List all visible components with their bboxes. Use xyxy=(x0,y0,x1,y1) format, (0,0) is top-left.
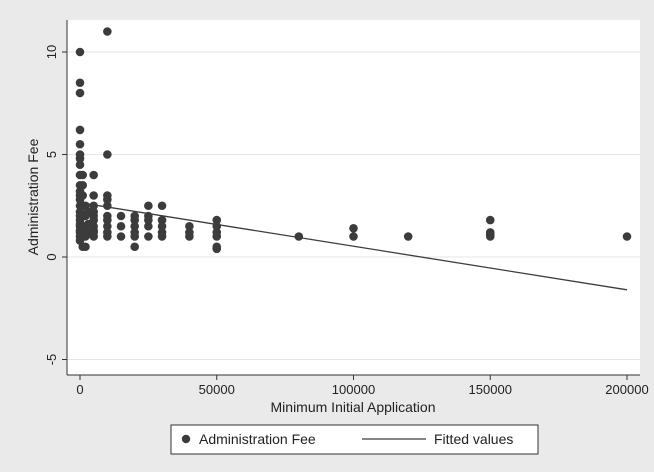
data-point-24 xyxy=(78,180,88,190)
data-point-41 xyxy=(89,191,98,200)
data-point-85 xyxy=(212,232,222,241)
legend: Administration Fee Fitted values xyxy=(170,424,539,455)
y-tick-label-2: 5 xyxy=(44,151,59,158)
data-point-62 xyxy=(116,232,126,241)
x-tick-label-4: 200000 xyxy=(605,382,648,397)
data-point-51 xyxy=(103,150,112,159)
data-point-91 xyxy=(403,232,413,241)
x-tick-label-3: 150000 xyxy=(469,382,512,397)
data-point-57 xyxy=(103,221,112,231)
data-point-87 xyxy=(212,244,222,254)
data-points-layer xyxy=(75,27,632,254)
data-point-60 xyxy=(116,211,126,221)
fitted-values-line xyxy=(79,202,628,291)
x-tick-label-2: 100000 xyxy=(332,382,375,397)
data-point-59 xyxy=(103,232,112,241)
data-point-83 xyxy=(212,221,222,231)
data-point-0 xyxy=(75,47,85,57)
data-point-71 xyxy=(144,215,153,225)
y-tick-label-0: -5 xyxy=(44,354,59,366)
data-point-65 xyxy=(130,221,139,231)
data-point-36 xyxy=(81,242,90,252)
grid-lines xyxy=(67,51,640,360)
plot-area xyxy=(67,20,640,375)
data-point-75 xyxy=(157,215,167,225)
y-tick-label-1: 0 xyxy=(44,253,59,260)
data-point-54 xyxy=(103,201,112,211)
data-point-88 xyxy=(294,232,304,241)
data-point-82 xyxy=(212,215,222,225)
data-point-81 xyxy=(185,232,194,241)
legend-box xyxy=(170,424,539,455)
legend-label-fitted-values: Fitted values xyxy=(434,431,513,447)
data-point-79 xyxy=(185,221,194,231)
data-point-1 xyxy=(75,78,85,88)
data-point-74 xyxy=(157,201,167,211)
y-axis-title: Administration Fee xyxy=(25,138,41,255)
data-point-53 xyxy=(103,195,112,204)
data-point-56 xyxy=(103,215,112,225)
data-point-45 xyxy=(89,215,98,225)
data-point-3 xyxy=(75,125,85,135)
fitted-line-layer xyxy=(79,202,628,291)
data-point-42 xyxy=(89,201,98,211)
data-point-7 xyxy=(75,160,85,170)
data-point-96 xyxy=(622,232,632,241)
data-point-78 xyxy=(157,232,167,241)
legend-marker-administration-fee xyxy=(181,434,191,444)
data-point-95 xyxy=(485,232,495,241)
data-point-90 xyxy=(349,232,358,241)
data-point-6 xyxy=(75,154,85,163)
data-point-2 xyxy=(75,88,85,98)
data-point-73 xyxy=(144,232,153,241)
data-point-89 xyxy=(349,224,358,233)
data-point-76 xyxy=(157,221,167,231)
data-point-69 xyxy=(144,201,153,211)
data-point-92 xyxy=(485,215,495,225)
data-point-50 xyxy=(103,27,112,36)
x-tick-label-1: 50000 xyxy=(199,382,235,397)
axes-layer: -5 0 5 10 0 50000 100000 150000 200000 xyxy=(44,20,649,397)
data-point-67 xyxy=(130,232,139,241)
data-point-23 xyxy=(78,170,88,180)
x-tick-label-0: 0 xyxy=(76,382,83,397)
data-point-68 xyxy=(130,242,139,252)
data-point-61 xyxy=(116,221,126,231)
y-tick-label-3: 10 xyxy=(44,45,59,59)
data-point-49 xyxy=(89,232,98,241)
data-point-40 xyxy=(89,170,98,180)
data-point-4 xyxy=(75,139,85,149)
x-axis-title: Minimum Initial Application xyxy=(271,399,436,415)
data-point-64 xyxy=(130,215,139,225)
legend-label-administration-fee: Administration Fee xyxy=(199,431,316,447)
data-point-25 xyxy=(78,191,88,200)
data-point-72 xyxy=(144,221,153,231)
